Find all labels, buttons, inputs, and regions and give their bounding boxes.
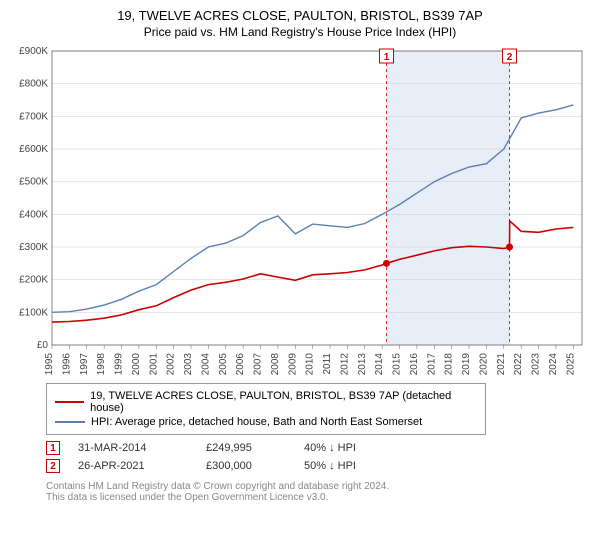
svg-text:2012: 2012 [339,353,350,375]
svg-text:1995: 1995 [44,353,55,375]
page-subtitle: Price paid vs. HM Land Registry's House … [8,25,592,39]
footer-line-2: This data is licensed under the Open Gov… [46,492,592,503]
svg-text:1998: 1998 [96,353,107,375]
legend-label: HPI: Average price, detached house, Bath… [91,416,422,428]
svg-text:2011: 2011 [322,353,333,375]
svg-text:£600K: £600K [19,144,48,155]
legend: 19, TWELVE ACRES CLOSE, PAULTON, BRISTOL… [46,383,486,435]
svg-text:2004: 2004 [200,353,211,375]
svg-text:2009: 2009 [287,353,298,375]
svg-text:2021: 2021 [496,353,507,375]
svg-text:£700K: £700K [19,111,48,122]
svg-text:2013: 2013 [357,353,368,375]
svg-text:£800K: £800K [19,79,48,90]
chart-area: £0 £100K £200K £300K £400K £500K £600K £700K £80… [8,45,592,375]
footer-line-1: Contains HM Land Registry data © Crown c… [46,481,592,492]
legend-item: HPI: Average price, detached house, Bath… [55,416,477,428]
svg-text:1997: 1997 [79,353,90,375]
svg-text:2025: 2025 [565,353,576,375]
event-price: £249,995 [206,442,286,454]
svg-text:2010: 2010 [305,353,316,375]
svg-text:£100K: £100K [19,307,48,318]
svg-text:2014: 2014 [374,353,385,375]
event-row: 2 26-APR-2021 £300,000 50% ↓ HPI [46,459,592,473]
event-price: £300,000 [206,460,286,472]
svg-text:1996: 1996 [61,353,72,375]
event-row: 1 31-MAR-2014 £249,995 40% ↓ HPI [46,441,592,455]
footer: Contains HM Land Registry data © Crown c… [46,481,592,503]
svg-text:1: 1 [384,52,390,63]
svg-text:2016: 2016 [409,353,420,375]
svg-text:2001: 2001 [148,353,159,375]
legend-swatch [55,401,84,403]
svg-text:£300K: £300K [19,242,48,253]
svg-text:£500K: £500K [19,177,48,188]
svg-text:2019: 2019 [461,353,472,375]
svg-text:2024: 2024 [548,353,559,375]
svg-text:2003: 2003 [183,353,194,375]
svg-text:2007: 2007 [253,353,264,375]
event-marker: 2 [46,459,60,473]
legend-label: 19, TWELVE ACRES CLOSE, PAULTON, BRISTOL… [90,390,477,414]
line-chart: £0 £100K £200K £300K £400K £500K £600K £700K £80… [8,45,592,375]
svg-text:1999: 1999 [114,353,125,375]
legend-item: 19, TWELVE ACRES CLOSE, PAULTON, BRISTOL… [55,390,477,414]
legend-swatch [55,421,85,423]
event-table: 1 31-MAR-2014 £249,995 40% ↓ HPI 2 26-APR-202… [46,441,592,473]
svg-text:2: 2 [507,52,513,63]
svg-text:2023: 2023 [531,353,542,375]
svg-text:2020: 2020 [478,353,489,375]
event-diff: 40% ↓ HPI [304,442,404,454]
svg-text:£900K: £900K [19,46,48,57]
event-date: 31-MAR-2014 [78,442,188,454]
page-title: 19, TWELVE ACRES CLOSE, PAULTON, BRISTOL… [8,8,592,23]
svg-text:£400K: £400K [19,209,48,220]
svg-text:2022: 2022 [513,353,524,375]
svg-text:2018: 2018 [444,353,455,375]
svg-text:2005: 2005 [218,353,229,375]
event-diff: 50% ↓ HPI [304,460,404,472]
svg-text:2008: 2008 [270,353,281,375]
svg-text:2015: 2015 [392,353,403,375]
svg-text:2017: 2017 [426,353,437,375]
svg-text:2000: 2000 [131,353,142,375]
svg-text:£200K: £200K [19,275,48,286]
event-marker: 1 [46,441,60,455]
svg-text:£0: £0 [37,340,49,351]
svg-text:2002: 2002 [166,353,177,375]
event-date: 26-APR-2021 [78,460,188,472]
svg-text:2006: 2006 [235,353,246,375]
